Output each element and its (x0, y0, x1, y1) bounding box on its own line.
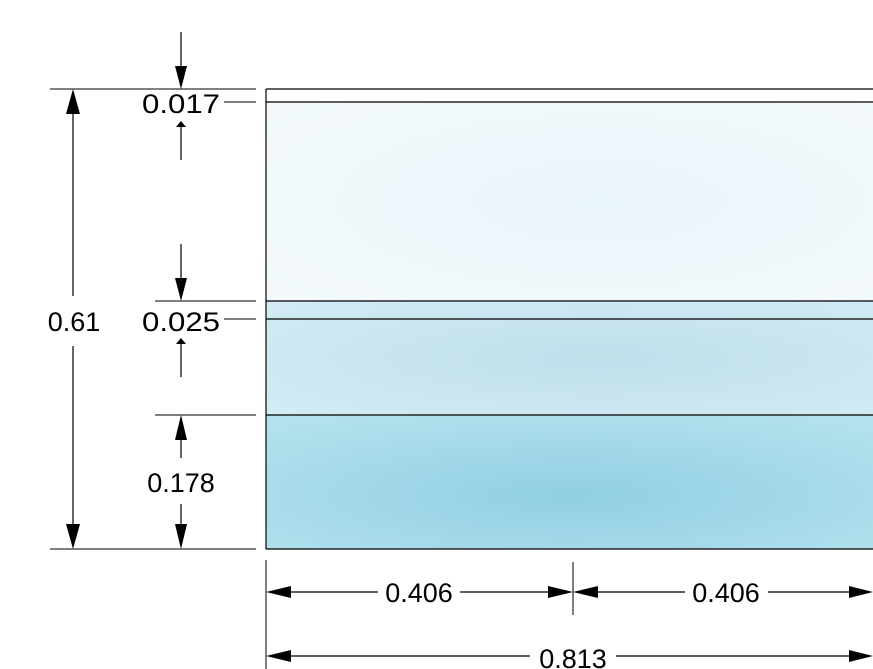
arrow-up-icon (66, 89, 80, 114)
middle-layer-label: 0.025 (142, 307, 220, 337)
total-width-label: 0.813 (539, 644, 607, 669)
total-height-label: 0.61 (48, 307, 101, 337)
arrow-down-icon (175, 524, 187, 549)
total-height-dimension: 0.61 (48, 89, 101, 549)
arrow-right-icon (849, 586, 873, 598)
half-width-dimensions: 0.406 0.406 (266, 578, 873, 608)
arrow-left-icon (573, 586, 598, 598)
extension-lines (50, 88, 574, 669)
arrow-up-icon (176, 121, 186, 127)
arrow-left-icon (266, 586, 291, 598)
middle-layer (266, 301, 873, 415)
arrow-up-icon (176, 338, 186, 344)
top-layer-dimension: 0.017 (142, 32, 220, 160)
bottom-layer-label: 0.178 (147, 468, 215, 498)
bottom-layer (266, 415, 873, 549)
top-layer-label: 0.017 (142, 89, 220, 119)
total-width-dimension: 0.813 (266, 644, 873, 669)
arrow-down-icon (175, 278, 187, 301)
half-width-left-label: 0.406 (385, 578, 453, 608)
arrow-left-icon (266, 650, 291, 662)
half-width-right-label: 0.406 (692, 578, 760, 608)
arrow-up-icon (175, 415, 187, 440)
layer-stack (265, 88, 873, 550)
bottom-layer-dimension: 0.178 (147, 415, 215, 549)
arrow-right-icon (548, 586, 573, 598)
top-layer (266, 102, 873, 301)
middle-layer-dimension: 0.025 (142, 244, 220, 377)
arrow-down-icon (66, 524, 80, 549)
arrow-right-icon (849, 650, 873, 662)
arrow-down-icon (175, 66, 187, 89)
